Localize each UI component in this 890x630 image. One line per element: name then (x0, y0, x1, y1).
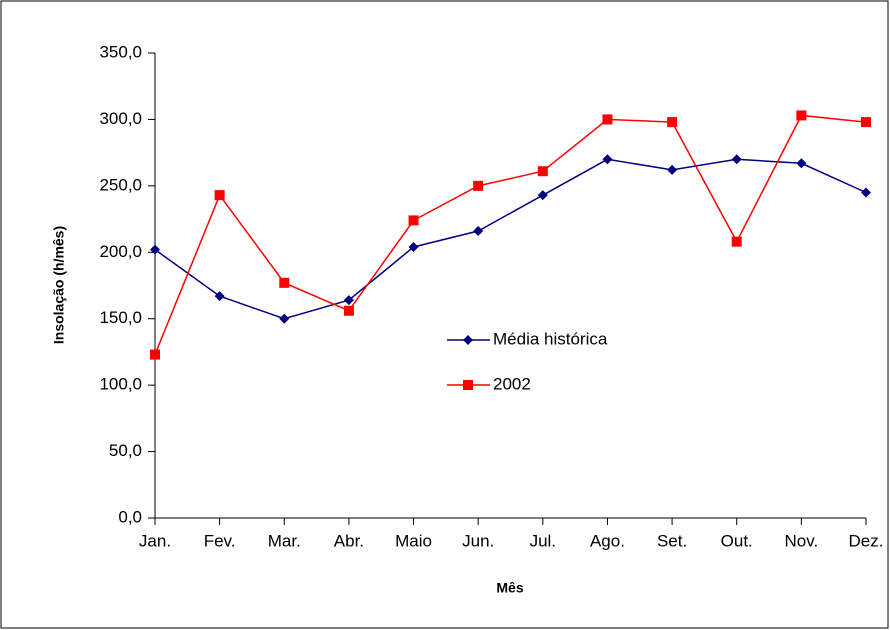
y-tick-label: 50,0 (109, 441, 142, 460)
x-axis-title: Mês (496, 580, 523, 596)
y-axis-title: Insolação (h/mês) (51, 226, 67, 344)
x-tick-label: Jun. (462, 531, 494, 550)
marker (861, 187, 871, 198)
marker (408, 241, 419, 252)
x-tick-label: Nov. (785, 531, 819, 550)
marker (537, 190, 548, 201)
x-tick-label: Ago. (590, 531, 625, 550)
marker (602, 154, 613, 165)
x-tick-label: Jan. (139, 531, 171, 550)
marker (731, 236, 742, 247)
marker (408, 215, 419, 226)
x-tick-label: Set. (657, 531, 687, 550)
marker (473, 226, 484, 237)
y-tick-label: 100,0 (99, 375, 142, 394)
marker (279, 277, 290, 288)
legend-label: Média histórica (493, 329, 608, 348)
series-line (154, 158, 867, 320)
legend-label: 2002 (493, 374, 531, 393)
marker (602, 114, 613, 125)
marker (463, 335, 473, 345)
marker (150, 349, 160, 360)
marker (279, 313, 290, 324)
x-tick-label: Dez. (849, 531, 884, 550)
x-tick-label: Maio (395, 531, 432, 550)
marker (731, 154, 742, 165)
y-tick-label: 350,0 (99, 42, 142, 61)
marker (667, 164, 678, 175)
y-tick-label: 250,0 (99, 175, 142, 194)
x-tick-label: Out. (721, 531, 753, 550)
x-tick-label: Jul. (530, 531, 556, 550)
marker (796, 110, 807, 121)
marker (214, 190, 225, 201)
x-tick-label: Abr. (334, 531, 364, 550)
series-line (154, 114, 867, 355)
marker (343, 305, 354, 316)
x-tick-label: Mar. (268, 531, 301, 550)
marker (796, 158, 807, 169)
x-tick-label: Fev. (204, 531, 236, 550)
y-tick-label: 300,0 (99, 109, 142, 128)
marker (861, 117, 871, 128)
marker (214, 291, 225, 302)
y-tick-label: 150,0 (99, 308, 142, 327)
marker (150, 244, 160, 255)
marker (537, 166, 548, 177)
y-tick-label: 200,0 (99, 242, 142, 261)
marker (667, 117, 678, 128)
marker (343, 295, 354, 306)
marker (463, 380, 473, 390)
marker (473, 180, 484, 191)
y-tick-label: 0,0 (118, 507, 142, 526)
